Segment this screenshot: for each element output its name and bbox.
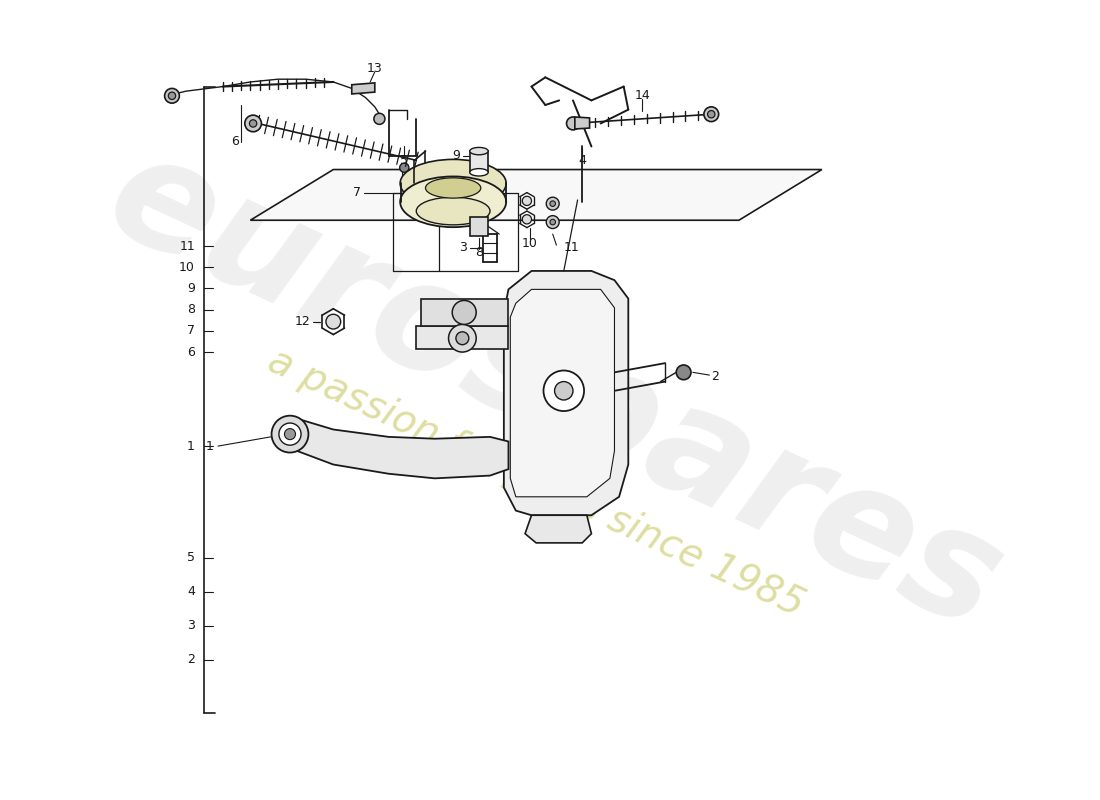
Text: 5: 5	[187, 551, 195, 564]
Text: 4: 4	[187, 586, 195, 598]
Text: 9: 9	[187, 282, 195, 295]
Text: 1: 1	[206, 439, 213, 453]
Text: 11: 11	[564, 242, 580, 254]
Circle shape	[547, 216, 559, 229]
Circle shape	[272, 416, 308, 453]
Text: 5: 5	[400, 154, 408, 167]
Circle shape	[279, 423, 301, 445]
Circle shape	[452, 301, 476, 325]
Text: 12: 12	[295, 315, 310, 328]
Text: 2: 2	[187, 654, 195, 666]
Circle shape	[168, 92, 176, 99]
Circle shape	[704, 107, 718, 122]
Polygon shape	[296, 418, 508, 478]
Text: 7: 7	[353, 186, 361, 199]
Polygon shape	[352, 83, 375, 94]
Text: 3: 3	[459, 242, 468, 254]
Text: 10: 10	[521, 237, 538, 250]
Circle shape	[326, 314, 341, 329]
Circle shape	[522, 214, 531, 224]
Polygon shape	[510, 290, 615, 497]
Circle shape	[676, 365, 691, 380]
Text: 14: 14	[635, 90, 650, 102]
Text: 1: 1	[187, 439, 195, 453]
Ellipse shape	[426, 178, 481, 198]
Ellipse shape	[400, 159, 506, 207]
Text: 3: 3	[187, 619, 195, 632]
Circle shape	[554, 382, 573, 400]
Text: 4: 4	[579, 154, 586, 167]
Circle shape	[165, 89, 179, 103]
Ellipse shape	[400, 177, 506, 227]
Circle shape	[550, 219, 556, 225]
Circle shape	[285, 429, 296, 440]
Text: 8: 8	[187, 303, 195, 316]
Circle shape	[547, 197, 559, 210]
Text: 7: 7	[187, 324, 195, 338]
Ellipse shape	[470, 147, 488, 154]
Ellipse shape	[470, 169, 488, 176]
Text: 13: 13	[367, 62, 383, 74]
Text: eurospares: eurospares	[86, 119, 1024, 662]
Circle shape	[455, 332, 469, 345]
Polygon shape	[251, 170, 822, 220]
Ellipse shape	[416, 197, 490, 225]
Circle shape	[250, 120, 256, 127]
Circle shape	[550, 201, 556, 206]
Polygon shape	[470, 218, 488, 236]
Polygon shape	[416, 326, 508, 350]
Polygon shape	[575, 117, 590, 129]
Text: 10: 10	[179, 261, 195, 274]
Text: 9: 9	[453, 150, 461, 162]
Circle shape	[449, 325, 476, 352]
Circle shape	[543, 370, 584, 411]
Circle shape	[374, 114, 385, 124]
Text: 6: 6	[231, 135, 240, 148]
Circle shape	[522, 196, 531, 206]
Polygon shape	[470, 151, 488, 172]
Text: 6: 6	[187, 346, 195, 358]
Circle shape	[245, 115, 262, 132]
Polygon shape	[504, 271, 628, 515]
Polygon shape	[525, 515, 592, 543]
Text: 2: 2	[712, 370, 719, 383]
Text: 11: 11	[179, 239, 195, 253]
Circle shape	[566, 117, 580, 130]
Circle shape	[707, 110, 715, 118]
Polygon shape	[421, 298, 508, 326]
Text: 8: 8	[475, 246, 483, 259]
Text: a passion for parts since 1985: a passion for parts since 1985	[262, 342, 811, 624]
Circle shape	[399, 163, 409, 172]
